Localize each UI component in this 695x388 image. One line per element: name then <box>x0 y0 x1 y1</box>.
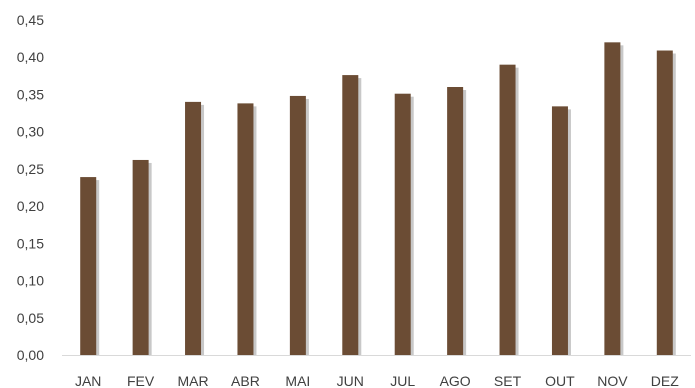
bar-abr <box>237 103 254 355</box>
bar-out <box>551 106 568 355</box>
x-tick-label: DEZ <box>651 373 679 388</box>
bar-nov <box>604 42 621 355</box>
x-tick-label: FEV <box>127 373 155 388</box>
y-tick-label: 0,05 <box>17 310 44 326</box>
bar-mai <box>289 95 306 355</box>
y-tick-label: 0,15 <box>17 235 44 251</box>
y-tick-label: 0,00 <box>17 347 44 363</box>
bar-ago <box>447 87 464 355</box>
bar-jan <box>80 177 97 355</box>
bar-jun <box>342 75 359 355</box>
bar-jul <box>394 93 411 355</box>
y-axis-ticks: 0,00 0,05 0,10 0,15 0,20 0,25 0,30 0,35 0,40 0,45 <box>17 12 44 363</box>
y-tick-label: 0,35 <box>17 86 44 102</box>
x-tick-label: MAI <box>285 373 310 388</box>
y-tick-label: 0,20 <box>17 198 44 214</box>
bar-dez <box>656 50 673 356</box>
x-tick-label: JAN <box>75 373 101 388</box>
x-tick-label: AGO <box>440 373 471 388</box>
bars <box>80 42 676 356</box>
x-tick-label: SET <box>494 373 522 388</box>
y-tick-label: 0,25 <box>17 161 44 177</box>
y-tick-label: 0,40 <box>17 49 44 65</box>
y-tick-label: 0,45 <box>17 12 44 28</box>
x-tick-label: NOV <box>597 373 628 388</box>
y-tick-label: 0,30 <box>17 124 44 140</box>
bar-fev <box>132 159 149 355</box>
y-tick-label: 0,10 <box>17 273 44 289</box>
x-tick-label: ABR <box>231 373 260 388</box>
x-tick-label: OUT <box>545 373 575 388</box>
x-tick-label: MAR <box>177 373 208 388</box>
x-tick-label: JUN <box>337 373 364 388</box>
bar-mar <box>185 101 202 355</box>
x-tick-label: JUL <box>390 373 415 388</box>
bar-set <box>499 64 516 356</box>
x-axis-ticks: JAN FEV MAR ABR MAI JUN JUL AGO SET OUT NOV DEZ <box>75 373 679 388</box>
